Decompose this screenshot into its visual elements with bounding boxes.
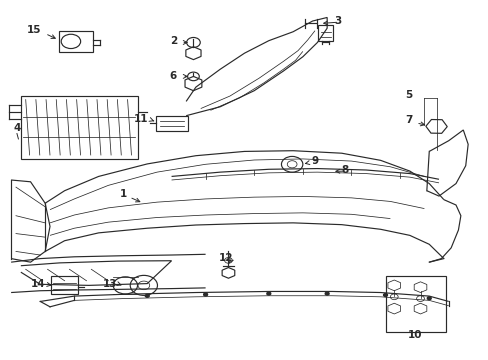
Text: 4: 4 (13, 123, 20, 133)
Text: 15: 15 (27, 25, 41, 35)
Circle shape (145, 294, 149, 297)
Bar (385, 276, 446, 332)
Text: 3: 3 (334, 16, 341, 26)
Bar (51, 276, 78, 294)
Text: 5: 5 (405, 90, 411, 100)
Text: 12: 12 (219, 253, 233, 263)
Bar (318, 24, 332, 41)
Circle shape (325, 292, 328, 295)
Bar (21, 96, 137, 158)
Text: 7: 7 (405, 115, 412, 125)
Text: 14: 14 (30, 279, 45, 289)
Text: 1: 1 (119, 189, 140, 202)
Circle shape (203, 293, 207, 296)
Circle shape (383, 294, 386, 296)
Text: 11: 11 (133, 113, 148, 123)
Circle shape (427, 297, 430, 300)
Text: 13: 13 (102, 279, 117, 289)
Text: 2: 2 (170, 36, 177, 46)
Bar (156, 116, 187, 131)
Bar (59, 31, 93, 52)
Text: 10: 10 (407, 330, 421, 341)
Circle shape (266, 292, 270, 295)
Text: 9: 9 (305, 157, 318, 166)
Text: 6: 6 (169, 71, 176, 81)
Text: 8: 8 (341, 165, 348, 175)
